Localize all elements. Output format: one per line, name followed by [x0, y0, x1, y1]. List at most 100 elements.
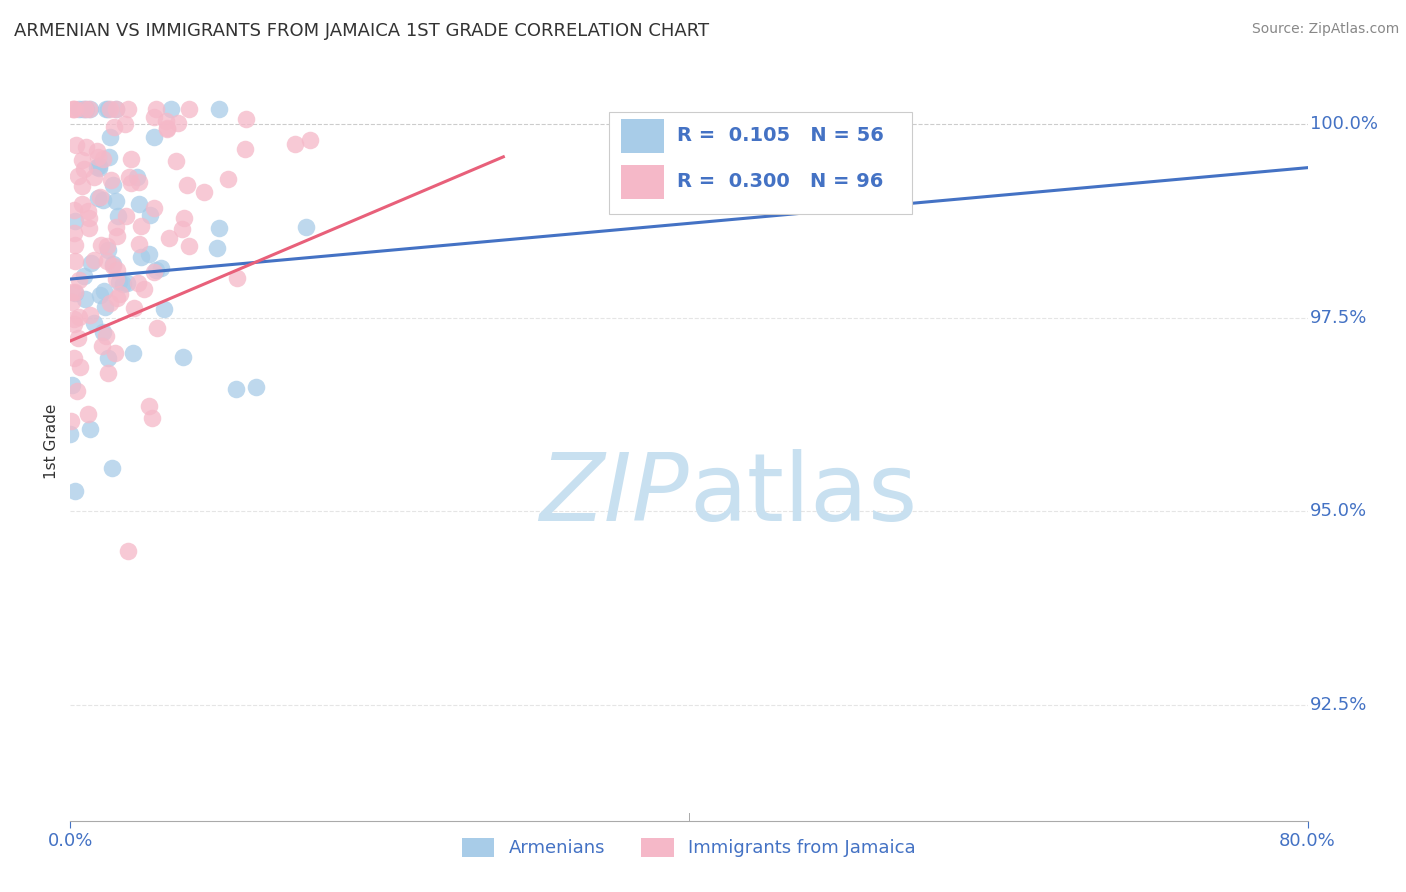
Point — [67, 310, 90, 324]
Point — [73, 268, 96, 283]
Point — [160, 102, 183, 116]
Point — [79, 308, 101, 322]
Point — [63, 312, 86, 326]
Text: 97.5%: 97.5% — [1310, 309, 1368, 326]
Point — [245, 380, 267, 394]
Point — [89, 288, 111, 302]
Point — [165, 153, 187, 168]
Point — [205, 242, 228, 256]
Point — [115, 277, 138, 291]
Point — [226, 271, 249, 285]
Point — [87, 161, 110, 176]
Point — [89, 190, 111, 204]
Point — [63, 483, 86, 498]
Point — [79, 102, 101, 116]
Point — [141, 410, 163, 425]
Point — [142, 129, 165, 144]
Point — [138, 247, 160, 261]
Point — [76, 407, 98, 421]
Point — [76, 102, 98, 116]
Point — [117, 102, 139, 116]
Point — [67, 169, 90, 183]
Point — [120, 152, 142, 166]
Point — [122, 301, 145, 315]
FancyBboxPatch shape — [621, 165, 664, 199]
Point — [105, 194, 128, 208]
Point — [77, 220, 100, 235]
Point — [63, 203, 86, 218]
Point — [149, 261, 172, 276]
Point — [80, 256, 103, 270]
Point — [91, 325, 114, 339]
Point — [295, 220, 318, 235]
Point — [208, 221, 231, 235]
Point — [101, 178, 124, 193]
Point — [138, 400, 160, 414]
Point — [62, 295, 84, 310]
Point — [129, 219, 152, 233]
Point — [235, 112, 257, 127]
Point — [132, 283, 155, 297]
Point — [114, 117, 136, 131]
Point — [67, 273, 90, 287]
Point — [97, 243, 120, 257]
Point — [87, 191, 110, 205]
Point — [156, 121, 179, 136]
Point — [79, 102, 101, 116]
Point — [298, 133, 321, 147]
Point — [156, 121, 179, 136]
Text: ARMENIAN VS IMMIGRANTS FROM JAMAICA 1ST GRADE CORRELATION CHART: ARMENIAN VS IMMIGRANTS FROM JAMAICA 1ST … — [14, 22, 709, 40]
Point — [177, 238, 200, 252]
Point — [142, 202, 165, 216]
Point — [93, 300, 115, 314]
Point — [105, 219, 128, 234]
Point — [66, 331, 89, 345]
Point — [63, 317, 86, 331]
Point — [157, 231, 180, 245]
Point — [75, 139, 97, 153]
Point — [104, 102, 127, 116]
Point — [94, 102, 117, 116]
Point — [65, 138, 87, 153]
Point — [73, 162, 96, 177]
Point — [104, 271, 127, 285]
Point — [129, 250, 152, 264]
Point — [83, 169, 105, 184]
Point — [70, 153, 93, 167]
Point — [104, 346, 127, 360]
Point — [73, 102, 96, 116]
Text: R =  0.105   N = 56: R = 0.105 N = 56 — [676, 127, 883, 145]
Point — [153, 301, 176, 316]
Point — [75, 293, 97, 307]
Point — [62, 102, 84, 116]
Point — [86, 150, 108, 164]
Point — [170, 222, 193, 236]
Point — [62, 351, 84, 366]
Point — [177, 102, 200, 116]
Point — [86, 160, 108, 174]
Text: ZIP: ZIP — [540, 449, 689, 541]
Point — [66, 384, 89, 398]
Point — [208, 102, 231, 116]
Point — [63, 285, 86, 299]
Point — [108, 275, 131, 289]
Point — [108, 286, 131, 301]
Point — [284, 136, 307, 151]
Point — [67, 102, 90, 116]
Point — [98, 102, 121, 116]
Point — [103, 120, 125, 135]
Point — [128, 197, 150, 211]
Point — [72, 102, 94, 116]
Point — [225, 382, 247, 396]
Text: atlas: atlas — [689, 449, 917, 541]
Point — [79, 422, 101, 436]
Point — [217, 172, 239, 186]
Point — [145, 102, 167, 116]
Point — [167, 116, 190, 130]
Point — [100, 172, 122, 186]
Text: Source: ZipAtlas.com: Source: ZipAtlas.com — [1251, 22, 1399, 37]
Point — [172, 350, 194, 364]
Point — [117, 170, 139, 185]
Point — [63, 227, 86, 241]
Point — [86, 144, 108, 158]
